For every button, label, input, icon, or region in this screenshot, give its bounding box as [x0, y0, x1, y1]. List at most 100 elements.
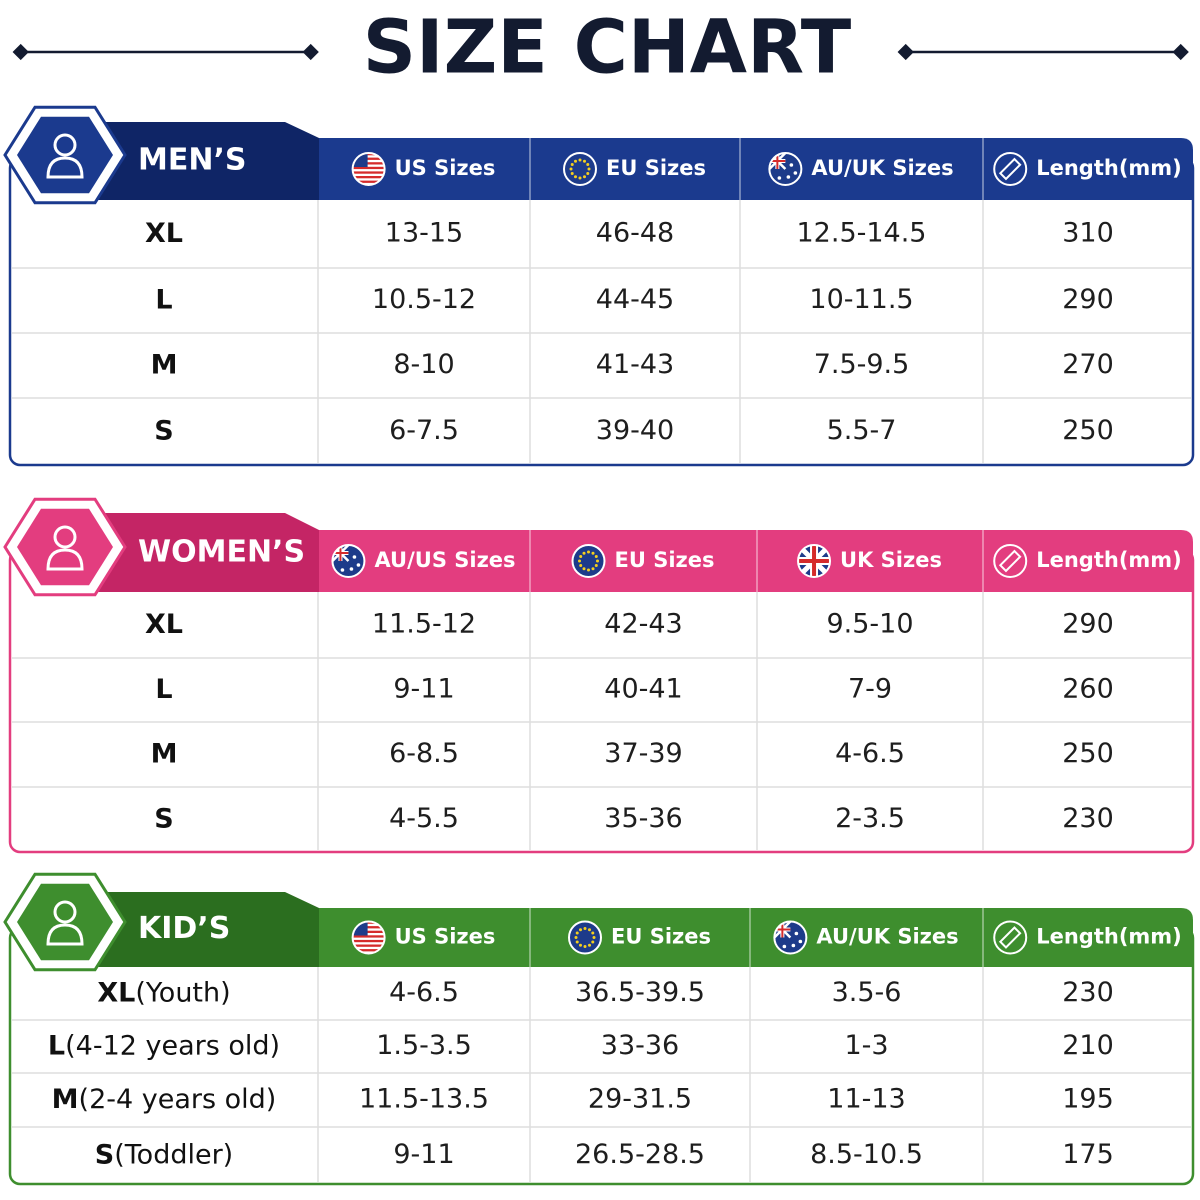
- size-value: 11.5-13.5: [359, 1084, 489, 1115]
- size-value: 10.5-12: [372, 284, 476, 315]
- flag-icon: [563, 152, 597, 186]
- size-value: 3.5-6: [832, 977, 902, 1008]
- person-head: [53, 525, 77, 549]
- flag-star: [791, 943, 796, 948]
- size-value: 13-15: [385, 218, 463, 249]
- flag-ring: [993, 544, 1028, 578]
- flag-star: [352, 555, 357, 559]
- flag-star: [570, 163, 574, 166]
- flag-star: [586, 172, 590, 175]
- flag-ring: [331, 544, 366, 578]
- label-banner: [60, 513, 319, 592]
- flag-star: [582, 551, 586, 555]
- flag-icon: [351, 152, 386, 186]
- size-value: 175: [1062, 1139, 1114, 1170]
- size-code: M: [151, 349, 178, 380]
- flag-star: [578, 158, 582, 162]
- size-label: L(4-12 years old): [48, 1030, 280, 1061]
- flag-icon: [568, 920, 602, 955]
- size-label: M(2-4 years old): [52, 1084, 277, 1115]
- flag-stripe: [352, 944, 385, 947]
- flag-star: [594, 564, 598, 567]
- column-header: AU/UK Sizes: [816, 925, 958, 949]
- header-band: [318, 138, 1193, 200]
- size-note: (Youth): [135, 977, 230, 1008]
- size-value: 35-36: [604, 803, 682, 834]
- column-header: AU/US Sizes: [374, 548, 515, 572]
- flag-star: [587, 167, 591, 171]
- size-label: S(Toddler): [95, 1139, 233, 1170]
- flag-star: [356, 563, 361, 567]
- flag-cross-r: [798, 545, 831, 577]
- flag-stripe: [352, 153, 385, 156]
- size-section: MEN’S US Sizes EU Sizes AU/UK Sizes Length(m…: [3, 105, 1195, 467]
- flag-star: [596, 559, 599, 563]
- size-value: 250: [1062, 738, 1114, 769]
- size-value: 26.5-28.5: [575, 1139, 705, 1170]
- flag-icon: [993, 544, 1028, 578]
- size-code: XL: [97, 977, 135, 1008]
- flag-stripe: [352, 176, 385, 179]
- flag-star: [588, 928, 591, 932]
- flag-star: [786, 175, 791, 179]
- size-value: 270: [1062, 349, 1114, 380]
- flag-icon: [351, 920, 386, 955]
- flag-icon: [768, 152, 803, 186]
- size-value: 37-39: [604, 738, 682, 769]
- size-value: 39-40: [596, 415, 674, 446]
- size-value: 195: [1062, 1084, 1114, 1115]
- size-value: 9.5-10: [826, 609, 913, 640]
- size-note: (4-12 years old): [65, 1030, 280, 1061]
- size-value: 6-7.5: [389, 415, 459, 446]
- flag-ring: [568, 920, 602, 955]
- section-label: MEN’S: [138, 143, 246, 178]
- column-header: AU/UK Sizes: [811, 156, 953, 180]
- column-header: US Sizes: [395, 156, 496, 180]
- flag-star: [579, 564, 583, 567]
- size-value: 29-31.5: [588, 1084, 692, 1115]
- column-header: EU Sizes: [615, 548, 715, 572]
- size-value: 12.5-14.5: [797, 218, 927, 249]
- size-code: M: [52, 1084, 79, 1115]
- ruler: [998, 549, 1022, 573]
- flag-star: [349, 567, 354, 571]
- flag-icon: [993, 152, 1028, 186]
- flag-stripe: [352, 171, 385, 174]
- size-code: L: [48, 1030, 65, 1061]
- column-header: Length(mm): [1036, 925, 1182, 949]
- flag-star: [591, 567, 595, 571]
- size-code: XL: [145, 218, 183, 249]
- flag-star: [587, 568, 590, 572]
- flag-ring: [993, 920, 1028, 955]
- label-banner: [60, 122, 319, 200]
- size-value: 36.5-39.5: [575, 977, 705, 1008]
- flag-stripe: [352, 157, 385, 160]
- size-code: S: [154, 803, 173, 834]
- size-value: 250: [1062, 415, 1114, 446]
- flag-star: [578, 559, 581, 563]
- flag-star: [583, 927, 587, 930]
- size-code: M: [151, 738, 178, 769]
- flag-star: [587, 550, 590, 554]
- flag-stripe: [352, 180, 385, 183]
- flag-star: [583, 175, 586, 179]
- ruler: [998, 926, 1022, 949]
- title-decoration: [12, 43, 1189, 61]
- size-value: 210: [1062, 1030, 1114, 1061]
- flag-ring: [351, 920, 386, 955]
- size-value: 42-43: [604, 609, 682, 640]
- flag-stripe: [352, 921, 385, 924]
- column-header: UK Sizes: [840, 548, 942, 572]
- size-label: M: [151, 738, 178, 769]
- flag-icon: [571, 544, 606, 578]
- size-value: 40-41: [604, 674, 682, 705]
- flag-star: [588, 943, 591, 947]
- size-code: S: [154, 415, 173, 446]
- size-value: 33-36: [601, 1030, 679, 1061]
- header-band: [318, 908, 1193, 967]
- flag-star: [794, 931, 799, 936]
- size-value: 46-48: [596, 218, 674, 249]
- flag-star: [586, 163, 590, 166]
- flag-ring: [993, 152, 1028, 186]
- size-label: L: [155, 674, 172, 705]
